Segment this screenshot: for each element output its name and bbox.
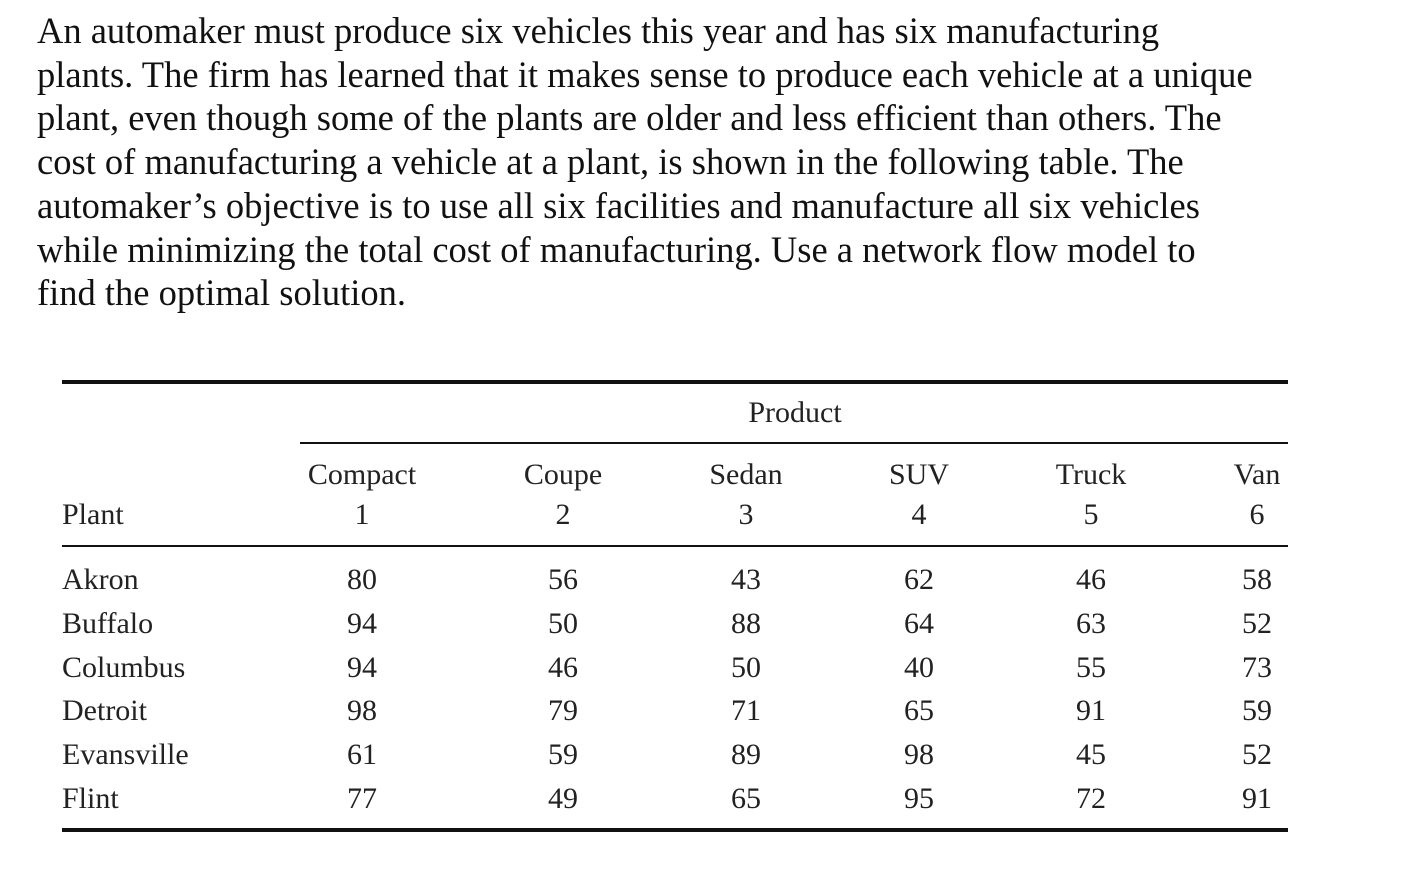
header-rule (62, 545, 1288, 547)
cost-cell: 71 (731, 694, 761, 728)
cost-cell: 58 (1242, 563, 1272, 596)
cost-cell: 73 (1242, 650, 1272, 684)
cost-cell: 94 (347, 606, 377, 640)
cost-cell: 98 (347, 694, 377, 728)
cost-cell: 98 (904, 738, 934, 772)
row-plant-name: Evansville (62, 738, 189, 772)
cost-cell: 52 (1242, 738, 1272, 772)
column-header-name: Compact (307, 458, 417, 491)
column-header-name: Coupe (523, 458, 603, 491)
problem-line: plants. The firm has learned that it mak… (37, 53, 1253, 95)
bottom-rule (62, 828, 1288, 832)
column-header-name: SUV (888, 458, 950, 491)
cost-cell: 46 (1076, 563, 1106, 596)
row-plant-name: Flint (62, 782, 119, 815)
cost-cell: 43 (731, 563, 761, 596)
problem-line: cost of manufacturing a vehicle at a pla… (37, 141, 1184, 183)
problem-line: find the optimal solution. (37, 272, 407, 314)
cost-cell: 77 (347, 782, 377, 815)
cost-cell: 50 (548, 606, 578, 640)
top-rule (62, 380, 1288, 384)
cost-cell: 80 (347, 563, 377, 596)
cost-cell: 65 (731, 782, 761, 815)
cost-cell: 94 (347, 650, 377, 684)
cost-cell: 50 (731, 650, 761, 684)
cost-cell: 63 (1076, 606, 1106, 640)
cost-cell: 65 (904, 694, 934, 728)
cost-cell: 88 (731, 606, 761, 640)
cost-cell: 72 (1076, 782, 1106, 815)
cost-cell: 49 (548, 782, 578, 815)
problem-line: An automaker must produce six vehicles t… (37, 10, 1160, 51)
cost-cell: 79 (548, 694, 578, 728)
cost-cell: 55 (1076, 650, 1106, 684)
cost-cell: 52 (1242, 606, 1272, 640)
row-plant-name: Akron (62, 563, 139, 596)
problem-line: automaker’s objective is to use all six … (37, 184, 1200, 226)
column-header-name: Sedan (709, 458, 783, 491)
column-header-number: 2 (555, 498, 571, 531)
cost-cell: 91 (1242, 782, 1272, 815)
product-rule (300, 442, 1288, 444)
cost-cell: 62 (904, 563, 934, 596)
row-plant-name: Detroit (62, 694, 147, 728)
cost-cell: 56 (548, 563, 578, 596)
plant-header: Plant (62, 498, 124, 531)
cost-cell: 59 (1242, 694, 1272, 728)
column-header-name: Truck (1055, 458, 1127, 491)
row-plant-name: Columbus (62, 650, 186, 684)
column-header-number: 3 (738, 498, 754, 531)
cost-cell: 95 (904, 782, 934, 815)
cost-cell: 64 (904, 606, 934, 640)
column-header-number: 5 (1083, 498, 1099, 531)
row-plant-name: Buffalo (62, 606, 154, 640)
problem-line: while minimizing the total cost of manuf… (37, 228, 1196, 270)
cost-cell: 61 (347, 738, 377, 772)
column-header-number: 6 (1249, 498, 1265, 531)
product-group-header: Product (748, 396, 842, 429)
cost-cell: 91 (1076, 694, 1106, 728)
cost-cell: 40 (904, 650, 934, 684)
cost-cell: 46 (548, 650, 578, 684)
cost-cell: 89 (731, 738, 761, 772)
cost-cell: 45 (1076, 738, 1106, 772)
cost-cell: 59 (548, 738, 578, 772)
column-header-number: 1 (354, 498, 370, 531)
column-header-name: Van (1233, 458, 1281, 491)
problem-line: plant, even though some of the plants ar… (37, 97, 1222, 139)
problem-statement: An automaker must produce six vehicles t… (37, 9, 1253, 315)
column-header-number: 4 (911, 498, 927, 531)
